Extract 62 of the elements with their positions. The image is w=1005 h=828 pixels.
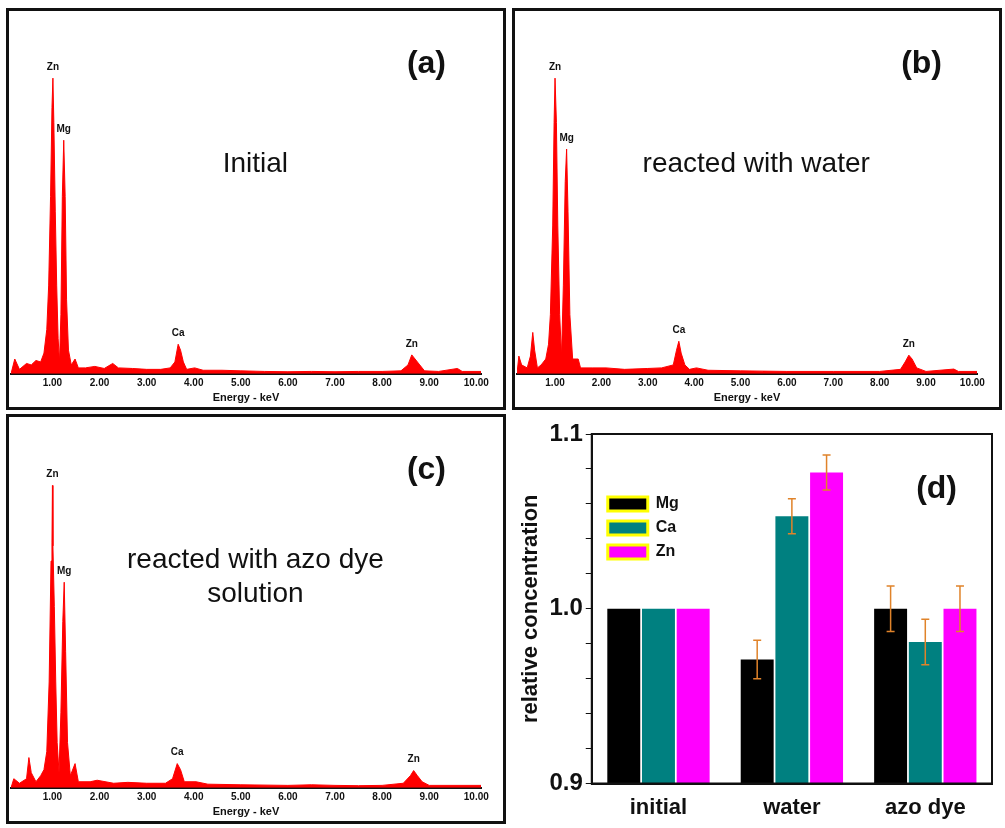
x-tick-label: 4.00 [183, 376, 204, 388]
annotation: Initial [222, 146, 289, 178]
y-tick-label: 1.1 [549, 418, 583, 446]
x-tick-label: 7.00 [823, 376, 844, 388]
x-tick-label: 4.00 [684, 376, 705, 388]
annotation: Zn [405, 337, 418, 349]
x-tick-label: 2.00 [89, 790, 110, 802]
annotation: Zn [548, 60, 562, 72]
annotation: Mg [56, 122, 71, 134]
x-tick-label: 9.00 [916, 376, 937, 388]
annotation: Zn [46, 60, 60, 72]
x-tick-label: 8.00 [372, 790, 393, 802]
x-tick-label: 7.00 [325, 790, 346, 802]
annotation: Zn [46, 468, 59, 480]
x-tick-label: 4.00 [183, 790, 204, 802]
x-tick-label: 5.00 [730, 376, 751, 388]
annotation: Zn [902, 337, 915, 349]
x-tick-label: 3.00 [136, 376, 157, 388]
annotation: Ca [672, 324, 686, 336]
annotation: (d) [916, 468, 957, 505]
annotation: reacted with water [642, 146, 870, 178]
x-tick-label: 6.00 [278, 376, 299, 388]
x-tick-label: 9.00 [419, 790, 440, 802]
x-tick-label: 7.00 [325, 376, 346, 388]
x-tick-label: 3.00 [136, 790, 157, 802]
x-axis-title: Energy - keV [212, 805, 280, 818]
annotation: Ca [171, 326, 186, 338]
x-tick-label: 1.00 [42, 790, 63, 802]
x-axis-title: Energy - keV [212, 391, 280, 404]
x-axis-title: Energy - keV [713, 391, 781, 404]
x-tick-label: 1.00 [545, 376, 566, 388]
x-tick-label: initial [629, 793, 688, 819]
x-tick-label: 8.00 [372, 376, 393, 388]
x-tick-label: 2.00 [89, 376, 110, 388]
x-tick-label: 5.00 [231, 376, 251, 388]
legend-label: Mg [655, 494, 679, 512]
annotation: Zn [407, 753, 420, 765]
annotation: Ca [170, 746, 185, 758]
x-tick-label: 10.00 [959, 376, 986, 388]
x-tick-label: 2.00 [591, 376, 612, 388]
y-axis-title: relative concentration [517, 494, 543, 724]
x-tick-label: azo dye [884, 793, 966, 819]
annotation: (b) [901, 43, 942, 80]
legend-label: Ca [655, 518, 677, 536]
x-tick-label: 9.00 [419, 376, 440, 388]
x-tick-label: 1.00 [42, 376, 63, 388]
annotation: (a) [406, 43, 446, 80]
annotation: reacted with azo dye solution [126, 542, 384, 608]
y-tick-label: 1.0 [549, 593, 583, 621]
x-tick-label: water [762, 793, 822, 819]
x-tick-label: 3.00 [638, 376, 658, 388]
legend-label: Zn [655, 542, 676, 560]
x-tick-label: 6.00 [777, 376, 798, 388]
x-tick-label: 10.00 [463, 790, 490, 802]
annotation: Mg [559, 131, 574, 143]
annotation: (c) [406, 449, 446, 486]
x-tick-label: 8.00 [869, 376, 890, 388]
x-tick-label: 6.00 [278, 790, 299, 802]
y-tick-label: 0.9 [549, 768, 583, 796]
x-tick-label: 5.00 [231, 790, 251, 802]
annotation: Mg [56, 564, 72, 576]
x-tick-label: 10.00 [463, 376, 490, 388]
